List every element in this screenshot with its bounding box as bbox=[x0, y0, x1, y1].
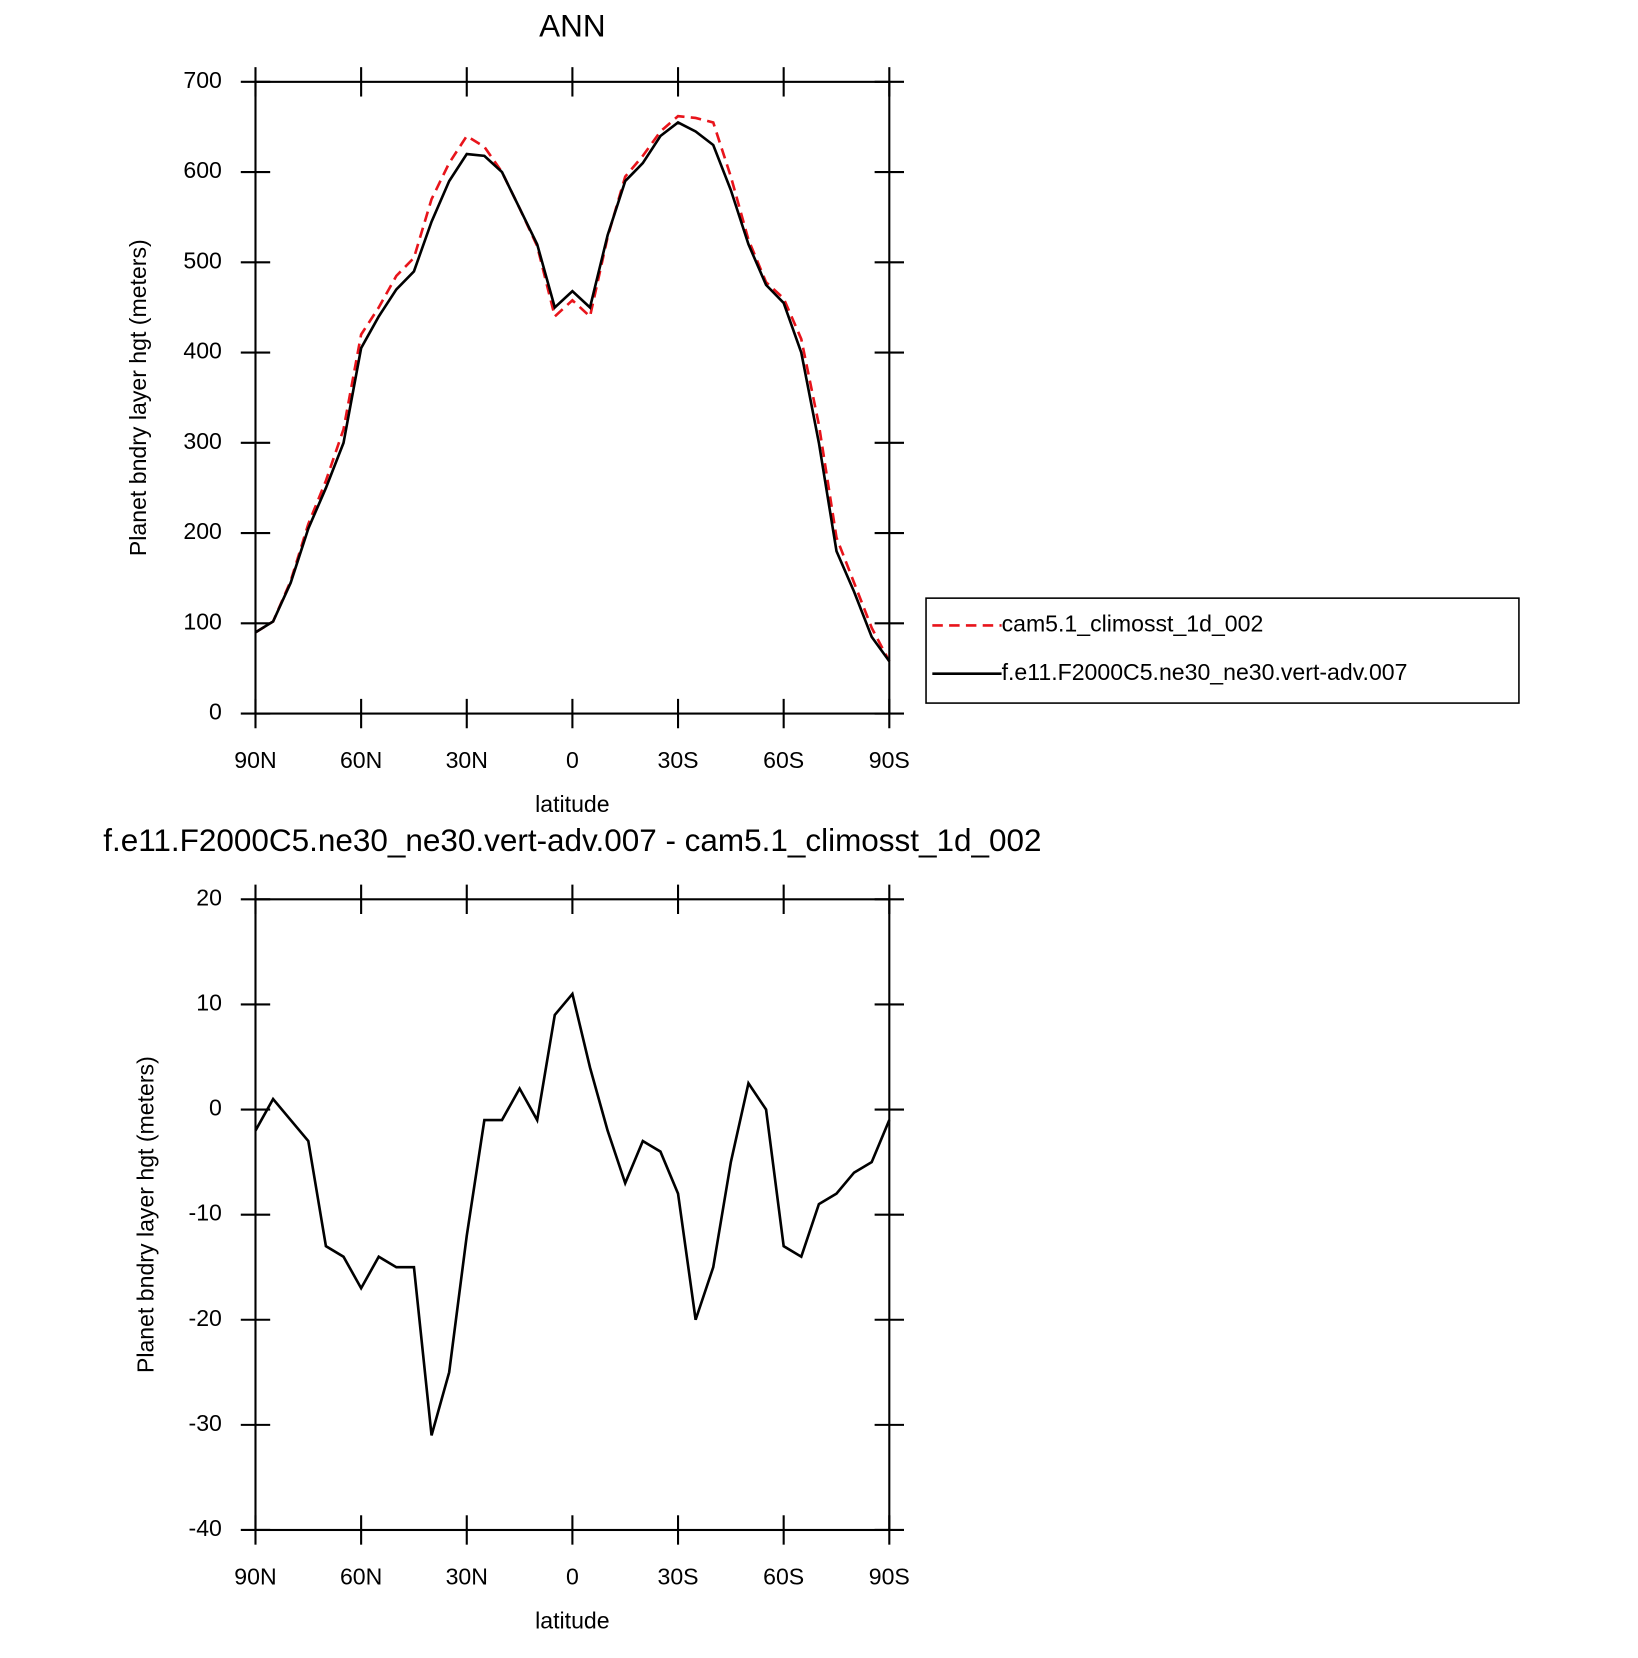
x-tick-label: 60N bbox=[340, 747, 382, 773]
x-tick-label: 60S bbox=[763, 747, 804, 773]
y-tick-label: 10 bbox=[196, 990, 222, 1016]
y-tick-label: 200 bbox=[183, 518, 222, 544]
plot-frame bbox=[254, 898, 891, 1532]
y-tick-label: -10 bbox=[189, 1200, 222, 1226]
x-tick-label: 30N bbox=[446, 1563, 488, 1589]
x-tick-label: 0 bbox=[566, 1563, 579, 1589]
y-tick-label: 300 bbox=[183, 428, 222, 454]
y-tick-label: -20 bbox=[189, 1305, 222, 1331]
legend-label: cam5.1_climosst_1d_002 bbox=[1002, 611, 1264, 637]
y-tick-label: -30 bbox=[189, 1410, 222, 1436]
y-tick-label: 700 bbox=[183, 67, 222, 93]
y-tick-label: 600 bbox=[183, 157, 222, 183]
x-tick-label: 0 bbox=[566, 747, 579, 773]
x-axis-label: latitude bbox=[535, 1607, 609, 1633]
y-tick-label: 100 bbox=[183, 608, 222, 634]
y-tick-label: 500 bbox=[183, 247, 222, 273]
chart-title: ANN bbox=[539, 9, 605, 44]
plot-frame bbox=[254, 80, 891, 715]
y-axis-label: Planet bndry layer hgt (meters) bbox=[125, 239, 151, 556]
x-tick-label: 90N bbox=[234, 747, 276, 773]
x-tick-label: 30N bbox=[446, 747, 488, 773]
x-tick-label: 90S bbox=[869, 747, 910, 773]
data-line bbox=[254, 991, 891, 1436]
data-line bbox=[254, 114, 891, 662]
x-tick-label: 90S bbox=[869, 1563, 910, 1589]
chart-title: f.e11.F2000C5.ne30_ne30.vert-adv.007 - c… bbox=[103, 823, 1041, 858]
y-axis-label: Planet bndry layer hgt (meters) bbox=[132, 1056, 158, 1373]
legend-box bbox=[925, 597, 1520, 704]
x-tick-label: 90N bbox=[234, 1563, 276, 1589]
x-tick-label: 30S bbox=[657, 1563, 698, 1589]
data-line bbox=[254, 120, 891, 662]
y-tick-label: 400 bbox=[183, 338, 222, 364]
y-tick-label: 0 bbox=[209, 1095, 222, 1121]
x-axis-label: latitude bbox=[535, 791, 609, 817]
legend-label: f.e11.F2000C5.ne30_ne30.vert-adv.007 bbox=[1002, 659, 1408, 685]
x-tick-label: 60N bbox=[340, 1563, 382, 1589]
x-tick-label: 30S bbox=[657, 747, 698, 773]
x-tick-label: 60S bbox=[763, 1563, 804, 1589]
y-tick-label: 0 bbox=[209, 699, 222, 725]
y-tick-label: -40 bbox=[189, 1515, 222, 1541]
y-tick-label: 20 bbox=[196, 884, 222, 910]
